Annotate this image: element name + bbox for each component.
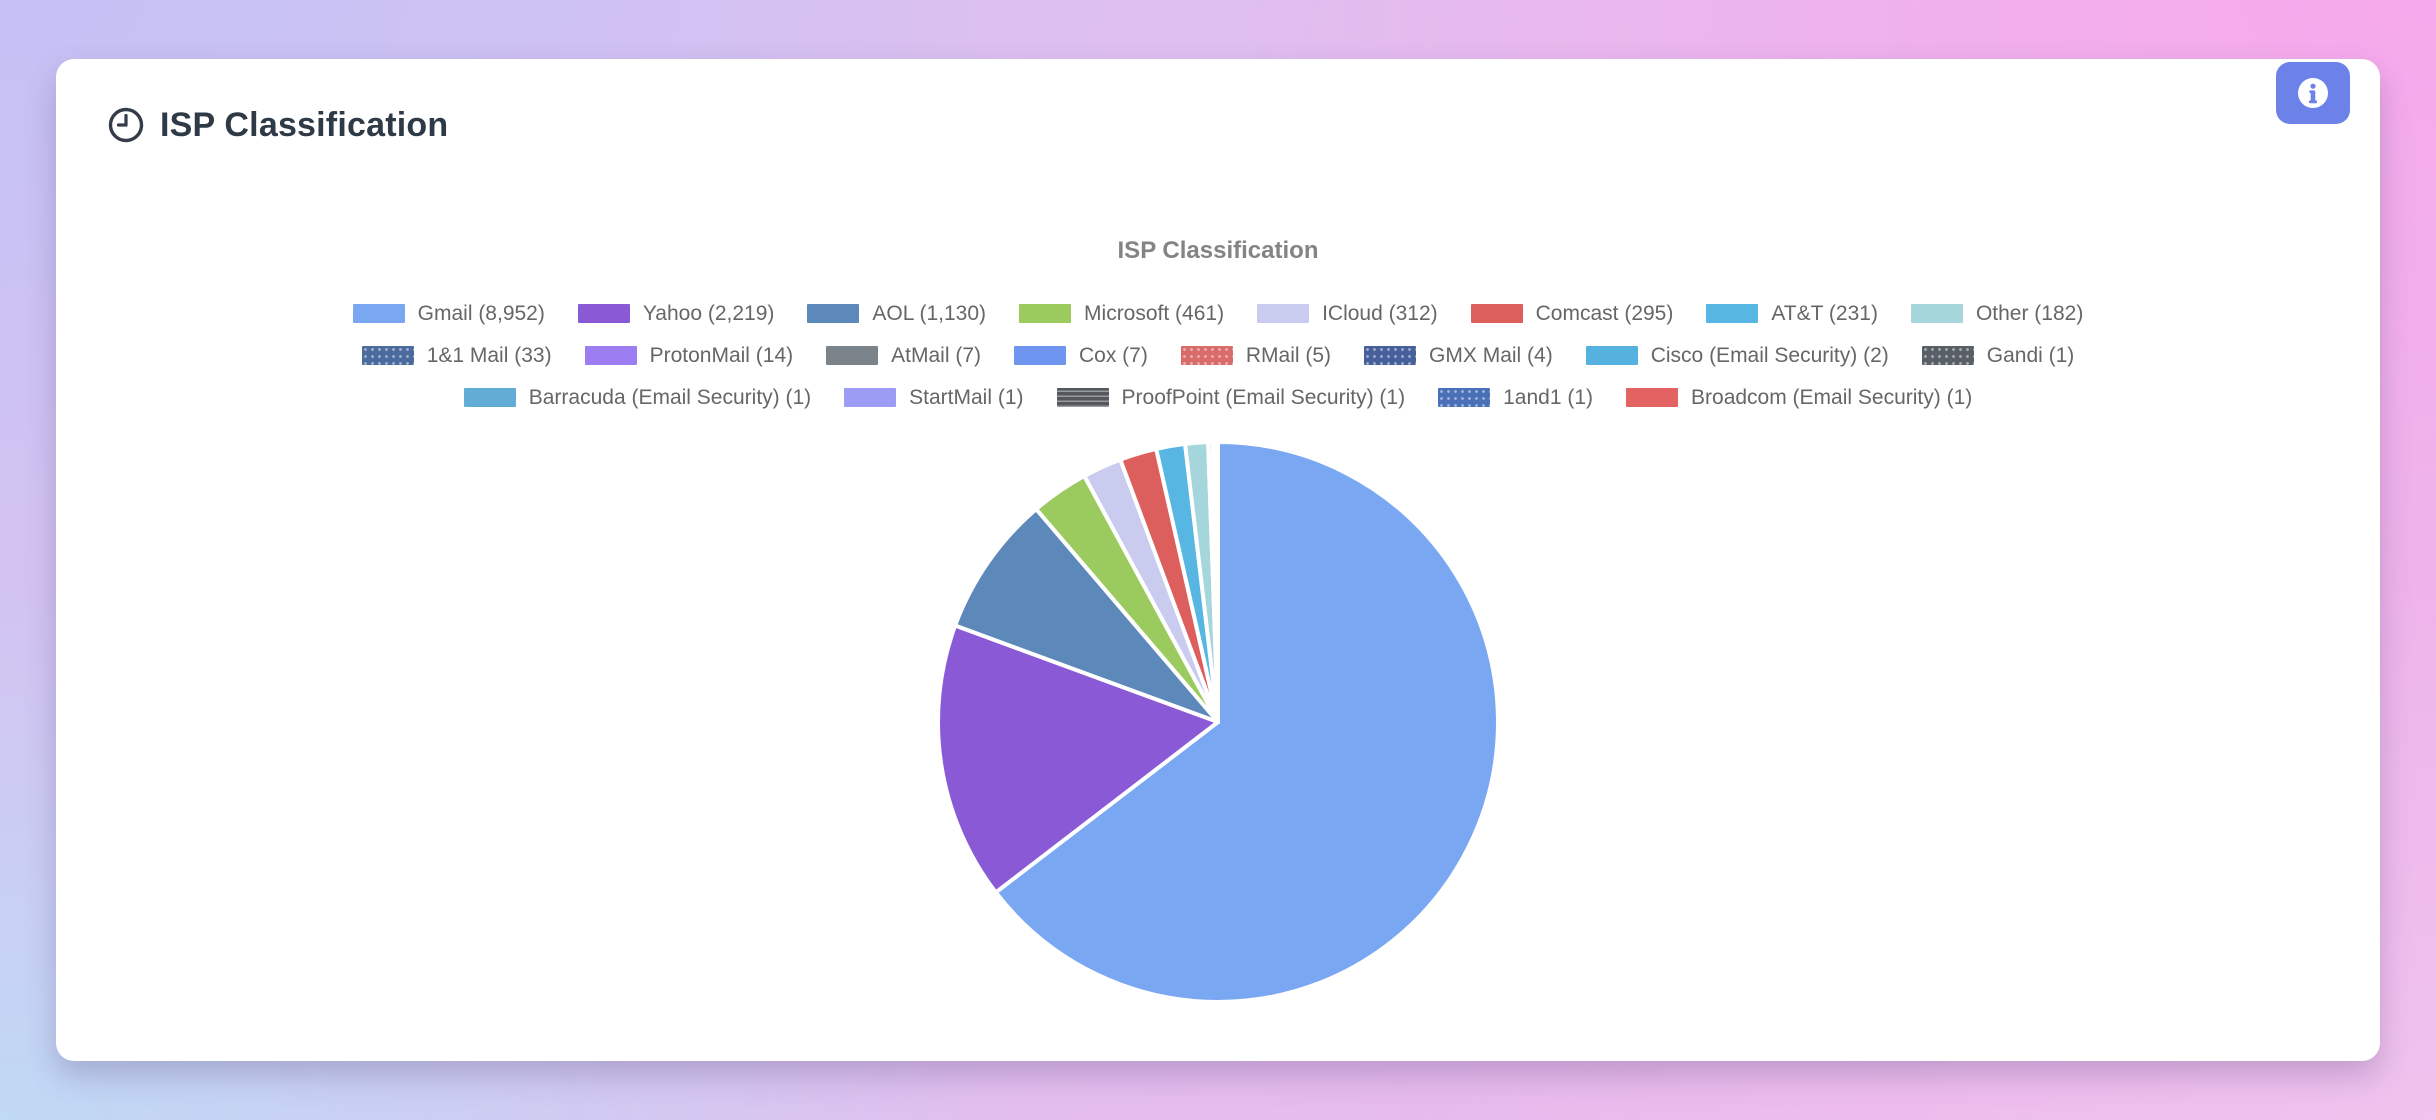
info-button[interactable] <box>2276 62 2350 124</box>
legend-label-cisco-email-security: Cisco (Email Security) (2) <box>1650 344 1889 368</box>
legend-label-microsoft: Microsoft (461) <box>1084 302 1225 325</box>
legend-row-1: Gmail (8,952) Yahoo (2,219) AOL (1,130) Mic… <box>56 301 2380 326</box>
legend-label-aol: AOL (1,130) <box>872 302 987 325</box>
legend-item-comcast[interactable]: Comcast (295) <box>1470 301 1674 326</box>
legend-item-proofpoint-email-security[interactable]: ProofPoint (Email Security) (1) <box>1056 385 1406 410</box>
pie-slice-gmail[interactable] <box>993 439 1500 1004</box>
legend-label-atmail: AtMail (7) <box>891 344 981 368</box>
legend-swatch-at-t <box>1706 304 1759 324</box>
legend-item-gandi[interactable]: Gandi (1) <box>1921 343 2075 368</box>
legend-swatch-atmail <box>826 346 879 366</box>
pie-chart[interactable] <box>932 436 1504 1008</box>
legend-item-barracuda-email-security[interactable]: Barracuda (Email Security) (1) <box>463 385 812 410</box>
legend-label-gandi: Gandi (1) <box>1986 344 2075 368</box>
legend-label-barracuda-email-security: Barracuda (Email Security) (1) <box>528 386 812 410</box>
legend-item-startmail[interactable]: StartMail (1) <box>844 385 1024 410</box>
legend-swatch-gmx-mail <box>1364 346 1417 366</box>
legend-label-comcast: Comcast (295) <box>1535 302 1674 325</box>
legend-item-gmail[interactable]: Gmail (8,952) <box>352 301 545 326</box>
info-circle-icon <box>2296 76 2330 110</box>
legend-swatch-1and1 <box>1438 388 1491 408</box>
legend-swatch-cox <box>1014 346 1066 366</box>
legend-swatch-rmail <box>1180 346 1233 366</box>
legend-label-1and1: 1and1 (1) <box>1503 386 1594 410</box>
legend-swatch-broadcom-email-security <box>1626 388 1679 408</box>
legend-label-broadcom-email-security: Broadcom (Email Security) (1) <box>1691 386 1973 410</box>
legend-item-broadcom-email-security[interactable]: Broadcom (Email Security) (1) <box>1626 385 1972 410</box>
legend-swatch-other <box>1910 304 1963 324</box>
legend-label-other: Other (182) <box>1975 302 2084 325</box>
legend-swatch-gandi <box>1921 346 1974 366</box>
legend-label-proofpoint-email-security: ProofPoint (Email Security) (1) <box>1121 386 1406 410</box>
pie-slice-yahoo[interactable] <box>936 623 1220 894</box>
legend-item-cox[interactable]: Cox (7) <box>1014 343 1148 368</box>
legend-row-3: Barracuda (Email Security) (1) StartMail … <box>56 385 2380 410</box>
legend-swatch-proofpoint-email-security <box>1056 388 1109 408</box>
legend-swatch-1-1-mail <box>361 346 414 366</box>
legend-label-cox: Cox (7) <box>1079 344 1148 368</box>
isp-classification-card: ISP Classification ISP Classification Gm… <box>56 59 2380 1061</box>
legend-item-microsoft[interactable]: Microsoft (461) <box>1019 301 1224 326</box>
legend-swatch-aol <box>807 304 860 324</box>
legend-item-gmx-mail[interactable]: GMX Mail (4) <box>1364 343 1553 368</box>
chart-title: ISP Classification <box>1117 237 1319 264</box>
legend-swatch-startmail <box>844 388 897 408</box>
legend-label-rmail: RMail (5) <box>1245 344 1332 368</box>
legend-item-yahoo[interactable]: Yahoo (2,219) <box>577 301 775 326</box>
legend-item-icloud[interactable]: ICloud (312) <box>1257 301 1438 326</box>
pie-chart-container <box>932 436 1504 1008</box>
legend-label-at-t: AT&T (231) <box>1771 302 1878 325</box>
legend-swatch-barracuda-email-security <box>463 388 516 408</box>
legend-item-other[interactable]: Other (182) <box>1910 301 2084 326</box>
legend-swatch-microsoft <box>1019 304 1072 324</box>
legend-swatch-gmail <box>352 304 405 324</box>
legend-item-at-t[interactable]: AT&T (231) <box>1706 301 1878 326</box>
legend-label-yahoo: Yahoo (2,219) <box>642 302 775 325</box>
legend-item-aol[interactable]: AOL (1,130) <box>807 301 986 326</box>
legend-label-gmx-mail: GMX Mail (4) <box>1429 344 1553 368</box>
clock-icon <box>106 105 146 145</box>
legend-label-1-1-mail: 1&1 Mail (33) <box>426 344 552 368</box>
legend-item-atmail[interactable]: AtMail (7) <box>826 343 981 368</box>
legend-label-icloud: ICloud (312) <box>1322 302 1438 325</box>
legend-label-protonmail: ProtonMail (14) <box>649 344 794 368</box>
legend-swatch-cisco-email-security <box>1585 346 1638 366</box>
legend-item-protonmail[interactable]: ProtonMail (14) <box>584 343 794 368</box>
legend-label-gmail: Gmail (8,952) <box>417 302 545 325</box>
pie-slice-aol[interactable] <box>953 506 1220 724</box>
legend-swatch-protonmail <box>584 346 637 366</box>
legend-item-1-1-mail[interactable]: 1&1 Mail (33) <box>361 343 552 368</box>
legend-item-1and1[interactable]: 1and1 (1) <box>1438 385 1593 410</box>
legend-swatch-comcast <box>1470 304 1523 324</box>
legend-swatch-icloud <box>1257 304 1310 324</box>
legend-item-rmail[interactable]: RMail (5) <box>1180 343 1332 368</box>
legend-row-2: 1&1 Mail (33) ProtonMail (14) AtMail (7) Co… <box>56 343 2380 368</box>
legend-item-cisco-email-security[interactable]: Cisco (Email Security) (2) <box>1585 343 1889 368</box>
legend-swatch-yahoo <box>577 304 630 324</box>
page-title: ISP Classification <box>160 105 449 144</box>
card-header: ISP Classification <box>56 59 2380 145</box>
legend-label-startmail: StartMail (1) <box>909 386 1024 410</box>
chart-legend: Gmail (8,952) Yahoo (2,219) AOL (1,130) Mic… <box>56 301 2380 411</box>
